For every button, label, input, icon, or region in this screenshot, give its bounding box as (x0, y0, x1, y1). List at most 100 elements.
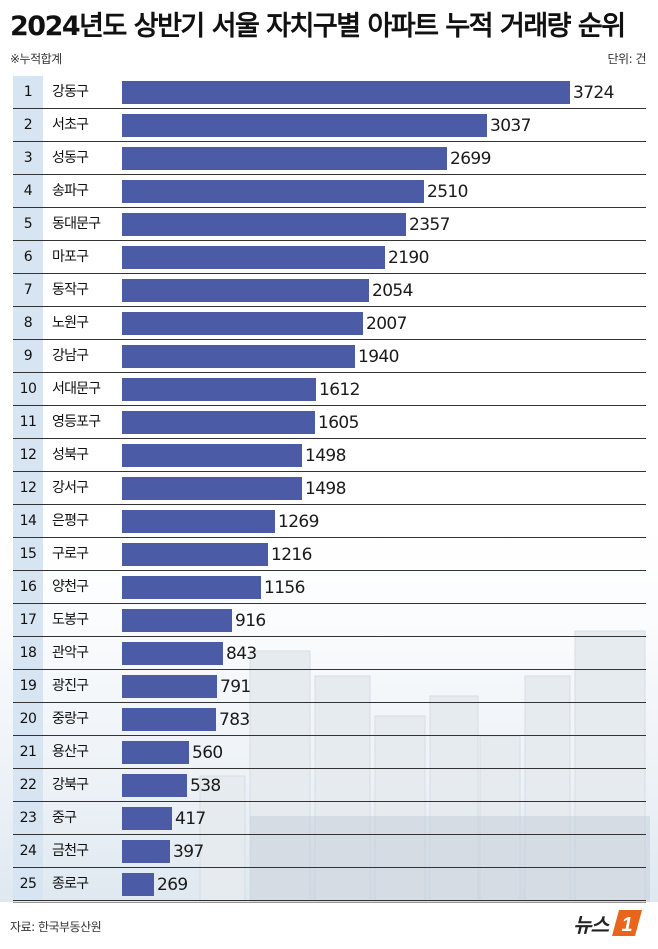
value-label: 1498 (305, 446, 346, 466)
bar (122, 642, 223, 665)
chart-row: 2 서초구 3037 (0, 109, 658, 142)
bar (122, 246, 385, 269)
logo-wordmark: 뉴스 (573, 912, 609, 937)
district-label: 양천구 (52, 579, 89, 595)
district-label: 중랑구 (52, 711, 89, 727)
district-label: 구로구 (52, 546, 89, 562)
district-label: 강서구 (52, 480, 89, 496)
chart-row: 10 서대문구 1612 (0, 373, 658, 406)
bar (122, 114, 487, 137)
rank-label: 18 (19, 645, 37, 661)
bar (122, 543, 268, 566)
bar (122, 840, 170, 863)
rank-label: 16 (19, 579, 37, 595)
rank-label: 20 (19, 711, 37, 727)
rank-label: 24 (19, 843, 37, 859)
bar (122, 774, 187, 797)
row-divider (13, 801, 646, 802)
row-divider (13, 768, 646, 769)
district-label: 강남구 (52, 348, 89, 364)
logo-mark-text: 1 (621, 914, 632, 936)
bar-chart: 1 강동구 3724 2 서초구 3037 3 성동구 2699 4 송파구 2510 5 동대문구 235… (0, 76, 658, 902)
value-label: 2510 (427, 182, 468, 202)
chart-row: 19 광진구 791 (0, 670, 658, 703)
bar (122, 279, 369, 302)
chart-row: 24 금천구 397 (0, 835, 658, 868)
district-label: 광진구 (52, 678, 89, 694)
value-label: 916 (235, 611, 266, 631)
bar (122, 510, 275, 533)
row-divider (13, 834, 646, 835)
rank-label: 5 (23, 216, 33, 232)
value-label: 269 (157, 875, 188, 895)
row-divider (13, 372, 646, 373)
rank-label: 1 (23, 84, 33, 100)
chart-row: 22 강북구 538 (0, 769, 658, 802)
value-label: 538 (190, 776, 221, 796)
value-label: 2007 (366, 314, 407, 334)
row-divider (13, 108, 646, 109)
district-label: 성북구 (52, 447, 89, 463)
row-divider (13, 273, 646, 274)
rank-label: 7 (23, 282, 33, 298)
chart-row: 6 마포구 2190 (0, 241, 658, 274)
district-label: 마포구 (52, 249, 89, 265)
rank-column-background (13, 76, 43, 901)
chart-row: 18 관악구 843 (0, 637, 658, 670)
district-label: 중구 (52, 810, 77, 826)
value-label: 1605 (318, 413, 359, 433)
rank-label: 15 (19, 546, 37, 562)
unit-label: 단위: 건 (607, 52, 647, 66)
bar (122, 81, 570, 104)
value-label: 1940 (358, 347, 399, 367)
value-label: 1269 (278, 512, 319, 532)
row-divider (13, 207, 646, 208)
rank-label: 6 (23, 249, 33, 265)
bar (122, 873, 154, 896)
value-label: 417 (175, 809, 206, 829)
row-divider (13, 339, 646, 340)
bar (122, 147, 447, 170)
rank-label: 19 (19, 678, 37, 694)
row-divider (13, 141, 646, 142)
value-label: 2054 (372, 281, 413, 301)
district-label: 강북구 (52, 777, 89, 793)
row-divider (13, 306, 646, 307)
rank-label: 23 (19, 810, 37, 826)
row-divider (13, 438, 646, 439)
row-divider (13, 900, 646, 901)
chart-row: 8 노원구 2007 (0, 307, 658, 340)
bar (122, 576, 261, 599)
row-divider (13, 702, 646, 703)
value-label: 2190 (388, 248, 429, 268)
value-label: 791 (220, 677, 251, 697)
chart-row: 3 성동구 2699 (0, 142, 658, 175)
chart-row: 12 강서구 1498 (0, 472, 658, 505)
value-label: 1612 (319, 380, 360, 400)
row-divider (13, 867, 646, 868)
chart-row: 4 송파구 2510 (0, 175, 658, 208)
value-label: 3724 (573, 83, 614, 103)
district-label: 송파구 (52, 183, 89, 199)
rank-label: 2 (23, 117, 33, 133)
rank-label: 25 (19, 876, 37, 892)
row-divider (13, 570, 646, 571)
chart-row: 23 중구 417 (0, 802, 658, 835)
district-label: 서초구 (52, 117, 89, 133)
district-label: 강동구 (52, 84, 89, 100)
district-label: 노원구 (52, 315, 89, 331)
news1-logo: 뉴스 1 (573, 908, 644, 938)
value-label: 843 (226, 644, 257, 664)
district-label: 성동구 (52, 150, 89, 166)
rank-label: 4 (23, 183, 33, 199)
bar (122, 180, 424, 203)
row-divider (13, 669, 646, 670)
value-label: 2699 (450, 149, 491, 169)
bar (122, 411, 315, 434)
rank-label: 8 (23, 315, 33, 331)
rank-label: 17 (19, 612, 37, 628)
district-label: 서대문구 (52, 381, 101, 397)
bar (122, 345, 355, 368)
row-divider (13, 471, 646, 472)
chart-row: 16 양천구 1156 (0, 571, 658, 604)
